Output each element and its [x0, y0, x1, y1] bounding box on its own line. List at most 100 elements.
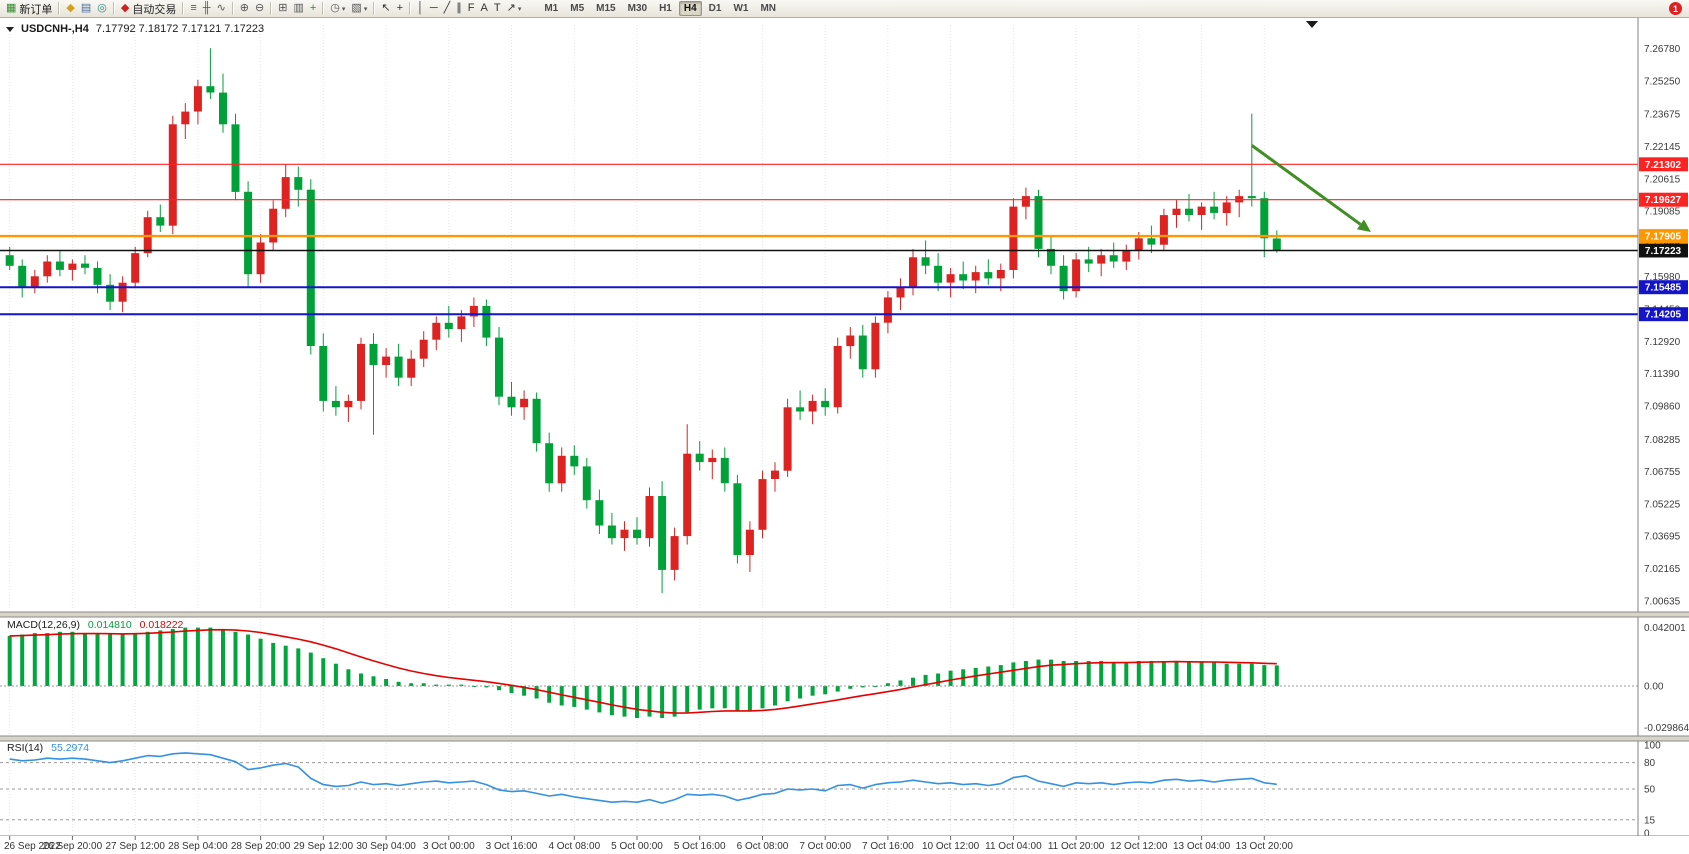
timeframe-m1-button[interactable]: M1	[544, 3, 559, 14]
trend-arrow[interactable]	[1250, 144, 1371, 232]
toolbar-separator	[182, 2, 185, 15]
notification-badge[interactable]: 1	[1669, 2, 1682, 15]
panel-splitter[interactable]	[0, 612, 1689, 617]
data-window-icon[interactable]: ▤	[78, 1, 94, 17]
tile-windows-icon: ⊞	[278, 2, 288, 14]
svg-text:6 Oct 08:00: 6 Oct 08:00	[737, 841, 789, 852]
candlestick-chart-icon[interactable]: ╫	[200, 1, 214, 17]
text-label-icon: T	[493, 2, 501, 14]
svg-text:7.25250: 7.25250	[1644, 77, 1681, 88]
svg-text:3 Oct 00:00: 3 Oct 00:00	[423, 841, 475, 852]
autotrading-button-label: 自动交易	[132, 3, 177, 16]
svg-text:7.19085: 7.19085	[1644, 207, 1681, 218]
new-order-button[interactable]: ▦ 新订单	[3, 1, 55, 17]
timeframe-h1-button[interactable]: H1	[659, 3, 672, 14]
chart-menu-icon[interactable]	[6, 26, 14, 32]
templates-icon[interactable]: ▧ ▾	[348, 1, 370, 17]
svg-text:7.08285: 7.08285	[1644, 435, 1681, 446]
channel-icon[interactable]: ∥	[453, 1, 465, 17]
timeframe-d1-button[interactable]: D1	[708, 3, 722, 14]
timeframe-m5-button[interactable]: M5	[570, 3, 585, 14]
rsi-indicator-label: RSI(14) 55.2974	[7, 742, 89, 754]
toolbar-separator	[322, 2, 325, 15]
vertical-line-icon[interactable]: │	[414, 1, 427, 17]
svg-text:15: 15	[1644, 815, 1656, 826]
svg-text:10 Oct 12:00: 10 Oct 12:00	[922, 841, 980, 852]
svg-text:7.05225: 7.05225	[1644, 499, 1681, 510]
svg-text:30 Sep 04:00: 30 Sep 04:00	[356, 841, 416, 852]
svg-text:7.17223: 7.17223	[1645, 246, 1682, 257]
zoom-in-icon: ⊕	[239, 2, 250, 14]
svg-text:3 Oct 16:00: 3 Oct 16:00	[486, 841, 538, 852]
svg-text:80: 80	[1644, 758, 1656, 769]
macd-signal-value: 0.018222	[139, 619, 184, 631]
svg-text:7.02165: 7.02165	[1644, 564, 1681, 575]
trendline-icon[interactable]: ╱	[441, 1, 454, 17]
svg-text:26 Sep 2022: 26 Sep 2022	[4, 841, 61, 852]
panel-splitter[interactable]	[0, 736, 1689, 741]
macd-indicator-label: MACD(12,26,9) 0.014810 0.018222	[7, 619, 183, 631]
svg-text:7.11390: 7.11390	[1644, 369, 1680, 380]
timeframe-m30-button[interactable]: M30	[627, 3, 648, 14]
crosshair-icon[interactable]: +	[394, 1, 406, 17]
svg-text:50: 50	[1644, 785, 1656, 796]
text-icon[interactable]: A	[478, 1, 491, 17]
macd-main-value: 0.014810	[87, 619, 132, 631]
svg-text:7.06755: 7.06755	[1644, 467, 1681, 478]
svg-text:29 Sep 12:00: 29 Sep 12:00	[294, 841, 354, 852]
svg-text:13 Oct 04:00: 13 Oct 04:00	[1173, 841, 1231, 852]
timeframe-w1-button[interactable]: W1	[733, 3, 749, 14]
navigator-icon[interactable]: ◎	[94, 1, 110, 17]
toolbar-separator	[58, 2, 61, 15]
svg-text:5 Oct 00:00: 5 Oct 00:00	[611, 841, 663, 852]
market-watch-icon[interactable]: ◆	[63, 1, 77, 17]
svg-text:26 Sep 20:00: 26 Sep 20:00	[43, 841, 103, 852]
horizontal-line-icon[interactable]: ─	[427, 1, 441, 17]
chart-canvas[interactable]: 7.26780 7.25250 7.23675 7.22145 7.20615 7.190…	[0, 18, 1689, 854]
arrows-icon: ↗	[506, 2, 516, 14]
text-label-icon[interactable]: T	[491, 1, 504, 17]
svg-text:27 Sep 12:00: 27 Sep 12:00	[105, 841, 165, 852]
svg-text:0: 0	[1644, 829, 1650, 840]
horizontal-lines	[0, 163, 1638, 316]
svg-text:7.00635: 7.00635	[1644, 596, 1681, 607]
toolbar-separator	[231, 2, 234, 15]
chart-shift-marker-icon[interactable]	[1306, 21, 1318, 28]
trendline-icon: ╱	[443, 2, 451, 14]
svg-text:7.09860: 7.09860	[1644, 402, 1681, 413]
svg-text:12 Oct 12:00: 12 Oct 12:00	[1110, 841, 1168, 852]
timeframe-toolbar: M1 M5 M15 M30 H1 H4 D1 W1 MN	[538, 1, 782, 16]
arrows-icon[interactable]: ↗ ▾	[504, 1, 525, 17]
tile-windows-icon[interactable]: ⊞	[275, 1, 290, 17]
chart-background	[0, 18, 1689, 854]
svg-text:4 Oct 08:00: 4 Oct 08:00	[548, 841, 600, 852]
fibonacci-icon[interactable]: F	[465, 1, 478, 17]
vertical-line-icon: │	[417, 2, 424, 14]
line-chart-icon[interactable]: ∿	[214, 1, 229, 17]
auto-arrange-icon[interactable]: ▥	[290, 1, 306, 17]
rsi-line	[9, 752, 1277, 804]
zoom-in-icon[interactable]: ⊕	[237, 1, 252, 17]
new-chart-icon: +	[309, 2, 317, 14]
new-chart-icon[interactable]: +	[307, 1, 319, 17]
crosshair-icon: +	[396, 2, 403, 14]
zoom-out-icon[interactable]: ⊖	[252, 1, 267, 17]
svg-text:-0.029864: -0.029864	[1644, 723, 1689, 734]
navigator-icon: ◎	[97, 2, 107, 14]
svg-text:11 Oct 04:00: 11 Oct 04:00	[985, 841, 1042, 852]
timeframe-h4-button[interactable]: H4	[678, 1, 702, 16]
text-icon: A	[480, 2, 488, 14]
cursor-icon[interactable]: ↖	[378, 1, 393, 17]
periods-icon[interactable]: ◷ ▾	[327, 1, 348, 17]
svg-text:100: 100	[1644, 741, 1661, 752]
timeframe-mn-button[interactable]: MN	[760, 3, 777, 14]
svg-text:7.15980: 7.15980	[1644, 272, 1681, 283]
timeframe-m15-button[interactable]: M15	[596, 3, 616, 14]
svg-text:7 Oct 00:00: 7 Oct 00:00	[799, 841, 851, 852]
cursor-icon: ↖	[381, 2, 391, 14]
svg-text:7.14205: 7.14205	[1645, 310, 1682, 321]
autotrading-button[interactable]: ◆ 自动交易	[118, 1, 179, 17]
bar-chart-icon[interactable]: ≡	[187, 1, 199, 17]
line-chart-icon: ∿	[216, 2, 226, 14]
time-scale[interactable]	[0, 836, 1689, 854]
